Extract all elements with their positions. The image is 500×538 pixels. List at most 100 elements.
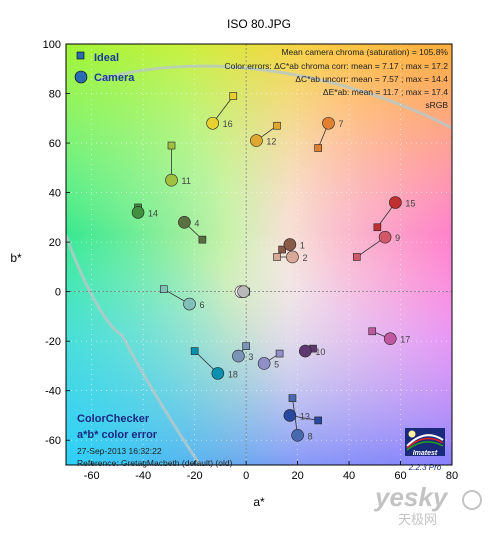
- logo-text: Imatest: [413, 450, 438, 457]
- info-title-1: ColorChecker: [77, 413, 150, 425]
- stats-line-1: Mean camera chroma (saturation) = 105.8%: [281, 47, 448, 57]
- ideal-marker: [352, 253, 361, 261]
- ideal-marker: [278, 245, 286, 254]
- x-tick-label: -40: [135, 470, 151, 482]
- watermark-text: yesky: [373, 482, 449, 512]
- y-tick-label: 40: [49, 188, 61, 200]
- camera-marker: [178, 216, 191, 229]
- camera-marker: [257, 357, 271, 370]
- x-tick-label: 40: [343, 470, 355, 482]
- camera-marker: [211, 367, 225, 380]
- ideal-marker: [314, 416, 322, 425]
- info-reference: Reference: GretagMacbeth (default) (old): [77, 458, 233, 468]
- ideal-marker: [273, 253, 281, 261]
- x-tick-label: -60: [84, 470, 100, 482]
- patch-label: 13: [300, 411, 310, 421]
- patch-label: 10: [315, 347, 325, 357]
- axis-ticks: -60 -40 -20 0 20 40 60 80 -60 -40 -20 0 20 40 60 80 100: [43, 39, 458, 482]
- stats-line-5: sRGB: [425, 100, 448, 110]
- watermark-cn-text: 天极网: [398, 512, 437, 527]
- ideal-marker: [159, 285, 168, 293]
- ideal-marker: [275, 349, 284, 358]
- gamut-boundary-left: [66, 234, 202, 465]
- stats-line-4: ΔE*ab: mean = 11.7 ; max = 17.4: [323, 87, 448, 97]
- patch-label: 5: [274, 359, 279, 369]
- camera-marker: [283, 238, 297, 251]
- camera-marker: [322, 116, 335, 130]
- patch-label: 1: [300, 241, 305, 251]
- camera-marker: [299, 344, 312, 358]
- legend-ideal-label: Ideal: [94, 52, 119, 64]
- patch-label: 4: [194, 218, 199, 228]
- ideal-marker: [167, 141, 176, 150]
- x-tick-label: -20: [187, 470, 203, 482]
- camera-marker: [389, 196, 402, 209]
- y-tick-label: -40: [45, 386, 61, 398]
- y-tick-label: -60: [45, 435, 61, 447]
- plot-frame: [65, 43, 453, 466]
- ideal-marker: [273, 121, 281, 130]
- ideal-marker: [373, 223, 382, 232]
- camera-marker: [378, 230, 392, 244]
- gamut-boundary-top: [97, 64, 452, 130]
- y-tick-label: 80: [49, 89, 61, 101]
- legend-camera-label: Camera: [94, 72, 135, 84]
- legend-camera-marker: [74, 70, 88, 84]
- info-box: ColorChecker a*b* color error 27-Sep-201…: [77, 413, 233, 468]
- ideal-marker: [198, 235, 207, 244]
- x-tick-label: 0: [243, 470, 249, 482]
- ideal-marker: [190, 347, 199, 355]
- ideal-marker: [229, 92, 238, 100]
- info-date: 27-Sep-2013 16:32:22: [77, 446, 162, 456]
- patch-label: 16: [223, 119, 233, 129]
- camera-marker: [283, 409, 297, 422]
- y-tick-label: 0: [55, 287, 61, 299]
- camera-marker: [291, 428, 304, 442]
- camera-marker: [206, 116, 219, 130]
- version-text: 2.2.3 Pro: [408, 463, 442, 472]
- legend-ideal-marker: [76, 51, 85, 60]
- camera-marker: [183, 297, 196, 311]
- x-tick-label: 60: [394, 470, 406, 482]
- y-axis-label: b*: [10, 251, 22, 265]
- y-tick-label: 60: [49, 138, 61, 150]
- y-tick-label: 20: [49, 237, 61, 249]
- x-tick-label: 20: [291, 470, 303, 482]
- stats-line-2: Color errors: ΔC*ab chroma corr: mean = …: [225, 61, 449, 71]
- ideal-marker: [288, 394, 297, 402]
- patch-label: 9: [395, 233, 400, 243]
- ideal-marker: [242, 342, 250, 350]
- y-tick-label: 100: [43, 39, 61, 51]
- camera-marker: [237, 285, 250, 298]
- chart-title: ISO 80.JPG: [227, 17, 291, 31]
- camera-marker: [383, 332, 397, 346]
- patch-label: 12: [266, 137, 276, 147]
- stats-box: Mean camera chroma (saturation) = 105.8%…: [225, 47, 449, 110]
- camera-marker: [286, 250, 299, 264]
- patch-label: 6: [200, 300, 205, 310]
- ideal-marker: [314, 144, 322, 152]
- patch-label: 7: [338, 119, 343, 129]
- camera-marker: [131, 206, 145, 219]
- camera-marker: [165, 173, 178, 187]
- grid: [66, 44, 452, 465]
- patch-label: 11: [182, 176, 191, 186]
- patch-label: 3: [248, 352, 253, 362]
- x-axis-label: a*: [253, 495, 265, 509]
- info-title-2: a*b* color error: [77, 429, 158, 441]
- y-tick-label: -20: [45, 336, 61, 348]
- camera-marker: [250, 134, 263, 147]
- patch-label: 2: [302, 253, 307, 263]
- patch-label: 18: [228, 369, 238, 379]
- patch-label: 17: [400, 335, 410, 345]
- patch-label: 8: [308, 431, 313, 441]
- patch-label: 15: [405, 198, 415, 208]
- imatest-logo: Imatest 2.2.3 Pro: [405, 428, 445, 472]
- watermark: yesky 天极网: [373, 482, 482, 527]
- x-tick-label: 80: [446, 470, 458, 482]
- ideal-marker: [368, 327, 377, 336]
- patch-label: 14: [148, 208, 158, 218]
